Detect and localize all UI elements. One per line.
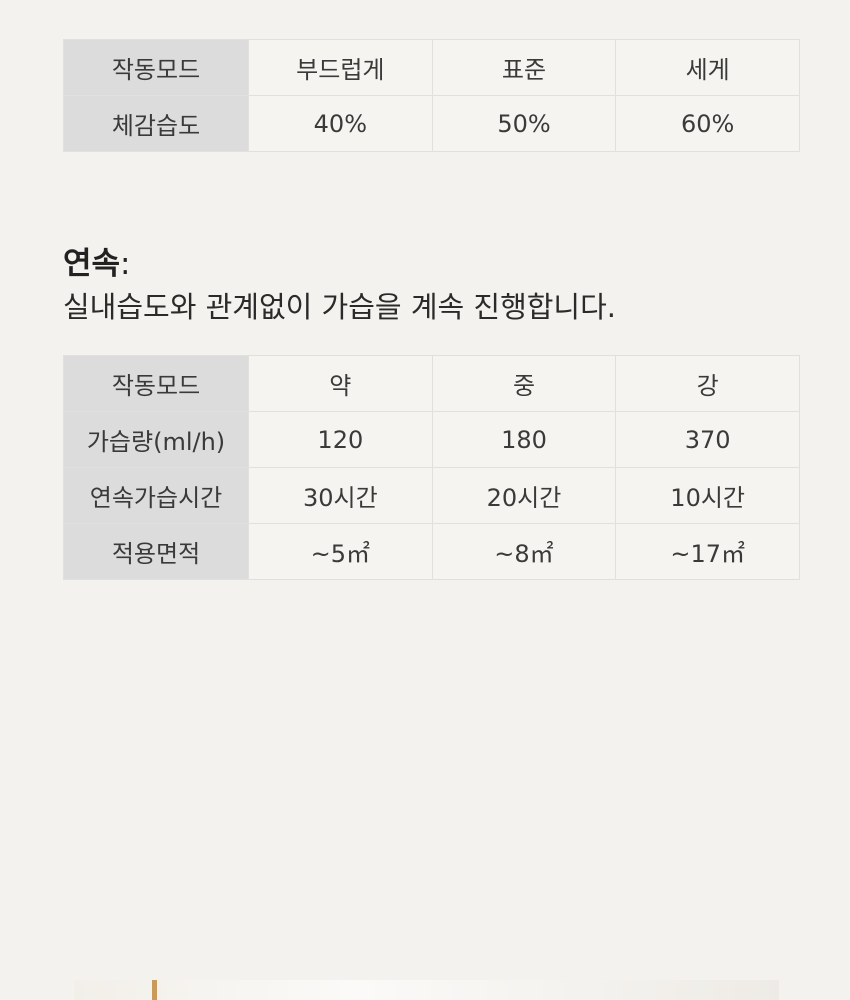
table-cell: 강 bbox=[615, 355, 800, 412]
table-cell: 10시간 bbox=[615, 467, 800, 524]
section-heading: 연속: bbox=[63, 238, 131, 283]
table-cell: ~8㎡ bbox=[431, 523, 617, 580]
table-cell: ~5㎡ bbox=[248, 523, 433, 580]
table-cell: 30시간 bbox=[248, 467, 433, 524]
table-row: 작동모드 약 중 강 bbox=[63, 355, 800, 412]
table-cell: 60% bbox=[615, 95, 800, 152]
product-photo bbox=[74, 980, 779, 1000]
mode-table: 작동모드 부드럽게 표준 세게 체감습도 40% 50% 60% bbox=[63, 39, 800, 152]
row-header: 체감습도 bbox=[63, 95, 249, 152]
table-cell: 40% bbox=[248, 95, 433, 152]
table-cell: 중 bbox=[431, 355, 617, 412]
row-header: 가습량(ml/h) bbox=[63, 411, 249, 468]
section-title-suffix: : bbox=[120, 246, 131, 282]
section-title: 연속 bbox=[63, 246, 121, 282]
photo-detail bbox=[152, 980, 157, 1000]
table-row: 연속가습시간 30시간 20시간 10시간 bbox=[63, 467, 800, 524]
table-cell: 20시간 bbox=[431, 467, 617, 524]
table-cell: 표준 bbox=[431, 39, 617, 96]
table-row: 작동모드 부드럽게 표준 세게 bbox=[63, 39, 800, 96]
table-row: 적용면적 ~5㎡ ~8㎡ ~17㎡ bbox=[63, 523, 800, 580]
table-cell: 180 bbox=[431, 411, 617, 468]
row-header: 작동모드 bbox=[63, 39, 249, 96]
section-description: 실내습도와 관계없이 가습을 계속 진행합니다. bbox=[63, 290, 617, 324]
table-cell: 세게 bbox=[615, 39, 800, 96]
table-cell: 370 bbox=[615, 411, 800, 468]
row-header: 연속가습시간 bbox=[63, 467, 249, 524]
table-cell: ~17㎡ bbox=[615, 523, 800, 580]
table-row: 가습량(ml/h) 120 180 370 bbox=[63, 411, 800, 468]
table-cell: 50% bbox=[431, 95, 617, 152]
spec-table: 작동모드 약 중 강 가습량(ml/h) 120 180 370 연속가습시간 30시간 20시간 1… bbox=[63, 355, 800, 580]
table-row: 체감습도 40% 50% 60% bbox=[63, 95, 800, 152]
table-cell: 부드럽게 bbox=[248, 39, 433, 96]
row-header: 적용면적 bbox=[63, 523, 249, 580]
table-cell: 약 bbox=[248, 355, 433, 412]
row-header: 작동모드 bbox=[63, 355, 249, 412]
table-cell: 120 bbox=[248, 411, 433, 468]
